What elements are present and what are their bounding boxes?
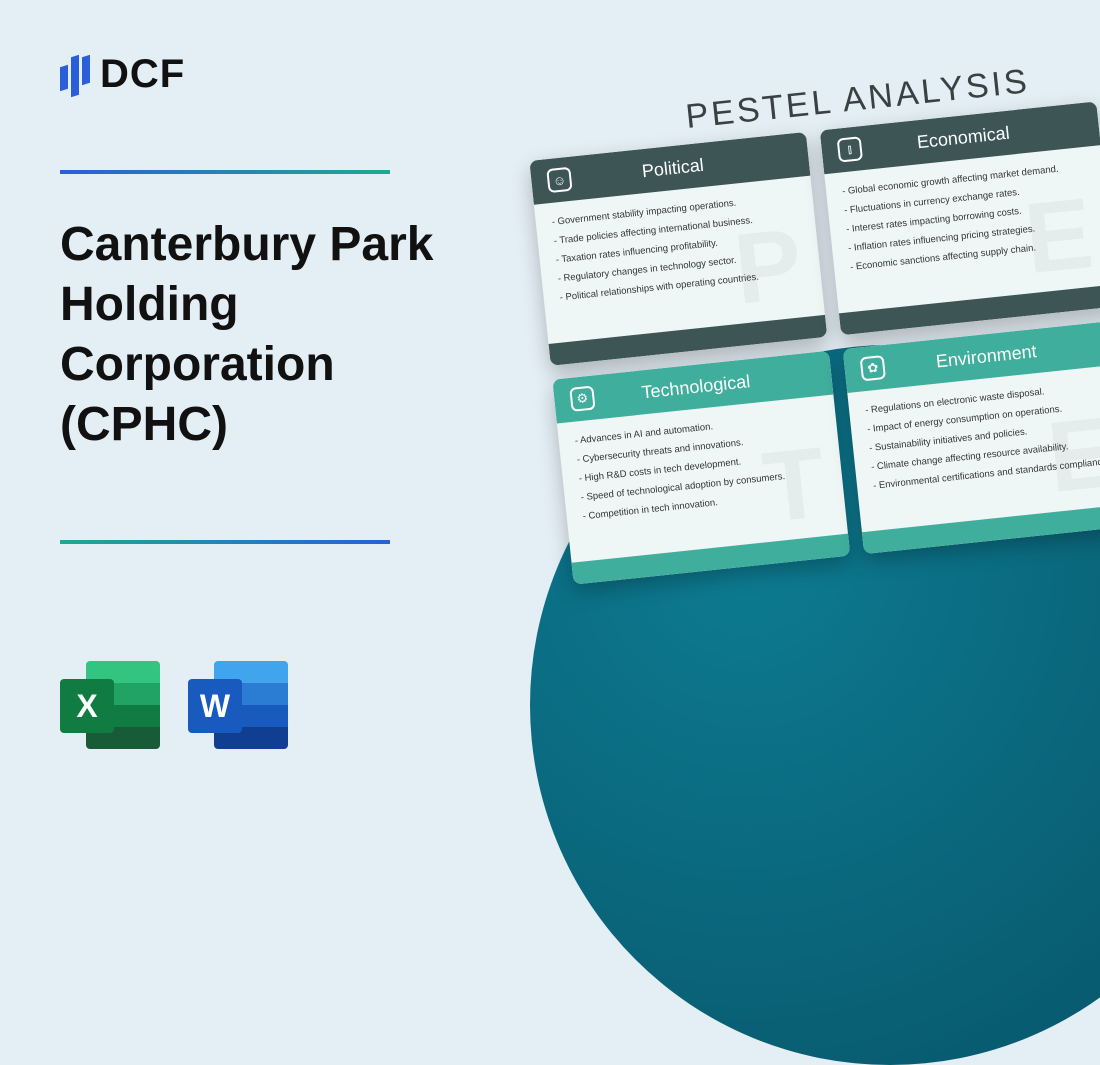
file-icons-row: X W (60, 655, 288, 755)
excel-letter: X (60, 679, 114, 733)
pestel-cards: ☺PoliticalPGovernment stability impactin… (529, 101, 1100, 584)
brand-text: DCF (100, 52, 185, 97)
word-icon[interactable]: W (188, 655, 288, 755)
card-bg-letter: T (758, 432, 829, 538)
card-body: TAdvances in AI and automation.Cybersecu… (557, 394, 848, 562)
card-body: EGlobal economic growth affecting market… (824, 145, 1100, 313)
environment-icon: ✿ (860, 355, 886, 381)
excel-icon[interactable]: X (60, 655, 160, 755)
technological-icon: ⚙ (569, 386, 595, 412)
page-title: Canterbury Park Holding Corporation (CPH… (60, 215, 480, 455)
card-body: ERegulations on electronic waste disposa… (847, 364, 1100, 532)
card-bg-letter: E (1020, 183, 1097, 289)
brand-logo: DCF (60, 50, 185, 98)
divider-top (60, 170, 390, 174)
divider-bottom (60, 540, 390, 544)
card-bg-letter: E (1043, 402, 1100, 508)
pestel-card: ⫾EconomicalEGlobal economic growth affec… (820, 101, 1100, 335)
card-body: PGovernment stability impacting operatio… (534, 176, 825, 344)
pestel-card: ✿EnvironmentERegulations on electronic w… (843, 320, 1100, 554)
word-letter: W (188, 679, 242, 733)
pestel-card: ⚙TechnologicalTAdvances in AI and automa… (552, 351, 850, 585)
card-bg-letter: P (730, 213, 807, 319)
pestel-card: ☺PoliticalPGovernment stability impactin… (529, 132, 827, 366)
political-icon: ☺ (546, 167, 572, 193)
economical-icon: ⫾ (837, 136, 863, 162)
logo-bars-icon (60, 50, 90, 98)
